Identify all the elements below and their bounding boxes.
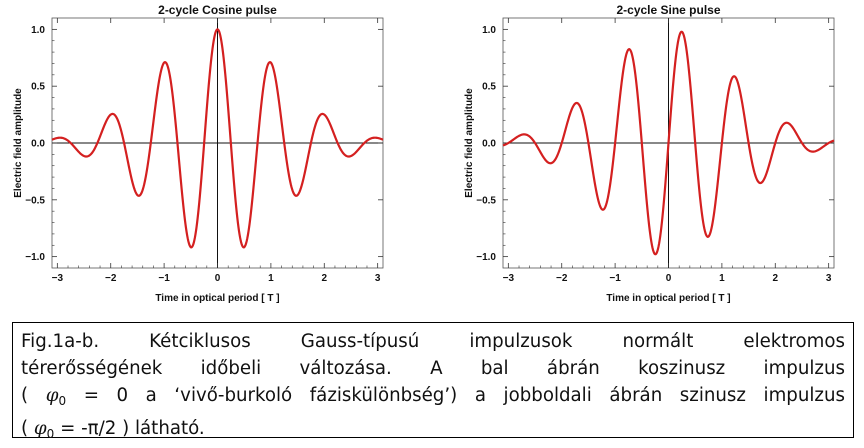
charts-area: −3 −2 −1 0 1 2 3 1.0 0.5 0.0 −0.5 −1.0 2-cycle Cosin…	[13, 3, 835, 304]
y-tick-label: −0.5	[476, 195, 496, 206]
sine-pulse-chart: −3 −2 −1 0 1 2 3 1.0 0.5 0.0 −0.5 −1.0 2-cycle Sine …	[464, 3, 835, 304]
x-tick-label: 1	[719, 273, 725, 284]
chart-title: 2-cycle Sine pulse	[616, 3, 720, 17]
x-axis-label: Time in optical period [ T ]	[606, 293, 730, 304]
y-tick-label: 1.0	[482, 25, 496, 36]
cosine-pulse-chart: −3 −2 −1 0 1 2 3 1.0 0.5 0.0 −0.5 −1.0 2-cycle Cosin…	[13, 3, 384, 304]
phi-subscript: 0	[58, 394, 67, 408]
caption-line-1: Fig.1a-b. Kétciklusos Gauss-típusú impul…	[21, 331, 845, 352]
y-tick-label: 1.0	[31, 25, 45, 36]
y-tick-label: 0.0	[31, 139, 45, 150]
caption-line-3-text: = 0 a ‘vivő-burkoló fáziskülönbség’) a j…	[83, 385, 845, 406]
y-axis-label: Electric field amplitude	[464, 88, 475, 198]
phi-symbol: φ	[33, 418, 47, 439]
y-tick-label: −0.5	[25, 195, 45, 206]
x-tick-label: 2	[772, 273, 778, 284]
x-tick-label: −2	[556, 273, 568, 284]
y-tick-label: 0.5	[31, 82, 45, 93]
caption-open-paren: (	[21, 385, 29, 406]
pulse-curve	[51, 28, 384, 249]
x-tick-label: 1	[268, 273, 274, 284]
x-tick-label: −3	[52, 273, 64, 284]
figure-caption: Fig.1a-b. Kétciklusos Gauss-típusú impul…	[12, 322, 854, 441]
y-tick-label: 0.0	[482, 139, 496, 150]
caption-line-4: ( φ0 = -π/2 ) látható.	[21, 415, 845, 448]
y-tick-label: −1.0	[25, 252, 45, 263]
x-tick-label: −1	[158, 273, 170, 284]
chart-title: 2-cycle Cosine pulse	[158, 3, 277, 17]
x-axis-label: Time in optical period [ T ]	[155, 293, 279, 304]
x-tick-label: 3	[375, 273, 381, 284]
phi-symbol: φ	[45, 385, 59, 406]
phi-subscript: 0	[46, 427, 55, 441]
caption-line-3: ( φ0 = 0 a ‘vivő-burkoló fáziskülönbség’…	[21, 382, 845, 415]
caption-open-paren: (	[21, 418, 29, 439]
x-tick-label: 2	[321, 273, 327, 284]
x-tick-label: 0	[215, 273, 221, 284]
x-tick-label: 3	[826, 273, 832, 284]
y-tick-label: 0.5	[482, 82, 496, 93]
x-tick-label: −2	[105, 273, 117, 284]
x-tick-label: −3	[503, 273, 515, 284]
pulse-curve	[502, 30, 835, 256]
x-tick-label: 0	[666, 273, 672, 284]
x-tick-label: −1	[609, 273, 621, 284]
y-axis-label: Electric field amplitude	[13, 88, 24, 198]
y-tick-label: −1.0	[476, 252, 496, 263]
caption-line-2: térerősségének időbeli változása. A bal …	[21, 358, 845, 379]
caption-line-4-text: = -π/2 ) látható.	[60, 418, 205, 439]
